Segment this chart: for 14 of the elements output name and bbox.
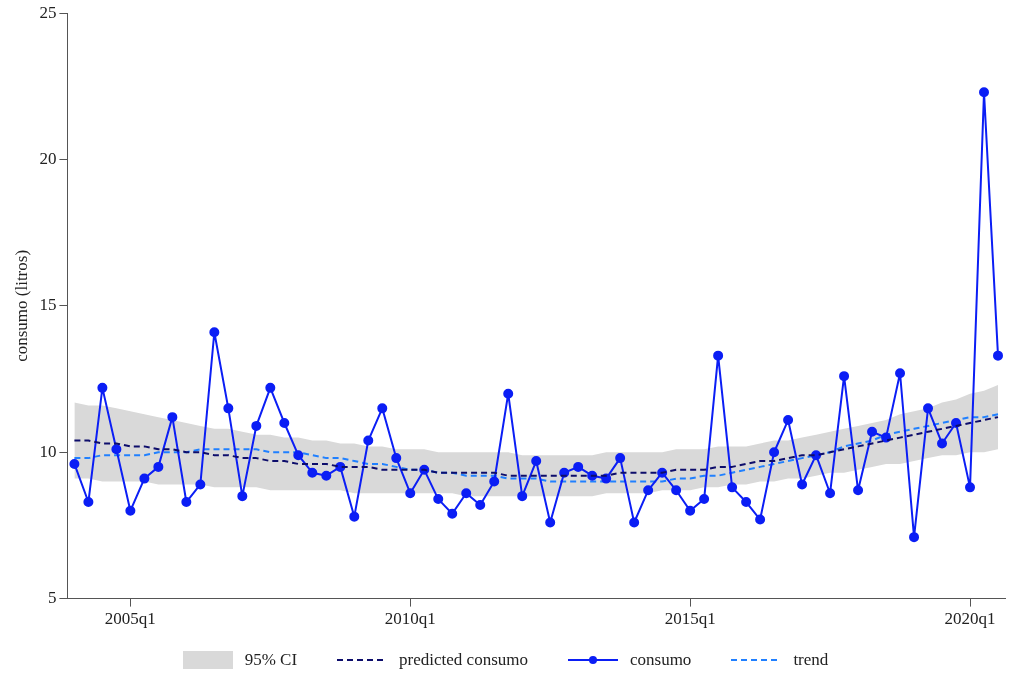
y-tick-label: 10: [39, 441, 57, 461]
y-tick-label: 5: [47, 588, 57, 608]
y-tick-label: 25: [39, 2, 57, 22]
legend-label: trend: [793, 650, 829, 670]
y-tick-label: 20: [39, 149, 57, 169]
x-tick-label: 2020q1: [944, 609, 996, 629]
text: 95% CI: [244, 650, 298, 670]
legend-label: consumo: [629, 650, 692, 670]
x-tick-label: 2015q1: [664, 609, 716, 629]
x-tick-label: 2010q1: [384, 609, 436, 629]
x-tick-label: 2005q1: [104, 609, 156, 629]
y-axis-title: consumo (litros): [11, 249, 31, 362]
legend-label: predicted consumo: [399, 650, 528, 670]
y-tick-label: 15: [39, 295, 57, 315]
